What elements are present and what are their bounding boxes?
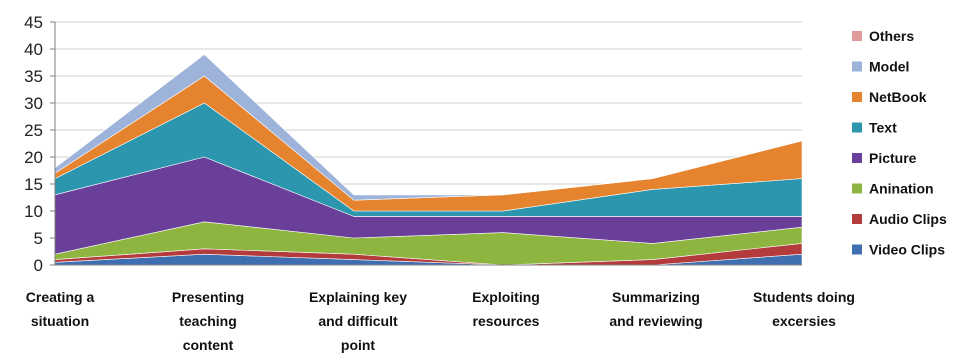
category-label: Presenting teaching content [172,289,244,353]
category-label: Creating a situation [26,289,95,329]
legend-label: Others [869,28,914,44]
area-others [54,54,803,196]
legend-label: NetBook [869,89,927,105]
legend-swatch [852,31,862,41]
y-tick-label: 25 [24,121,43,140]
category-label: Explaining key and difficult point [309,289,407,353]
y-tick-label: 0 [34,256,43,275]
category-label: Exploiting resources [472,289,540,329]
y-tick-label: 5 [34,229,43,248]
y-tick-label: 40 [24,40,43,59]
legend-swatch [852,61,862,72]
y-tick-label: 15 [24,175,43,194]
y-tick-label: 10 [24,202,43,221]
category-label: Summarizing and reviewing [609,289,702,329]
y-tick-label: 30 [24,94,43,113]
y-tick-labels: 0 5 10 15 20 25 30 35 40 45 [24,13,43,275]
y-tick-label: 35 [24,67,43,86]
legend-label: Model [869,59,909,75]
area-series [54,54,803,266]
legend-swatch [852,244,862,255]
legend-label: Anination [869,181,934,197]
axes [50,21,802,266]
category-labels: Creating a situation Presenting teaching con… [26,289,855,353]
legend-swatch [852,153,862,163]
legend-label: Picture [869,150,917,166]
legend-label: Text [869,120,897,136]
legend-label: Video Clips [869,242,945,258]
category-label: Students doing excersies [753,289,855,329]
legend-swatch [852,122,862,133]
legend: Others Model NetBook Text Picture Anination Au… [852,28,947,258]
legend-swatch [852,183,862,194]
legend-swatch [852,92,862,102]
legend-swatch [852,214,862,224]
y-tick-label: 20 [24,148,43,167]
y-tick-label: 45 [24,13,43,32]
legend-label: Audio Clips [869,211,947,227]
